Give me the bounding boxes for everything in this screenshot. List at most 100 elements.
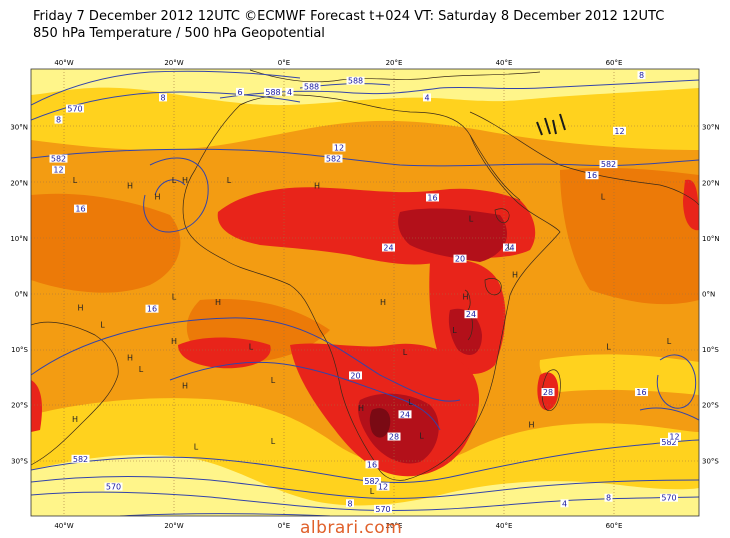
low-marker: L <box>271 376 276 385</box>
red-sea-coastline <box>469 134 521 201</box>
contour-label-box <box>54 115 63 124</box>
cool-band-south-east <box>539 354 699 395</box>
contour-label: 582 <box>326 155 341 164</box>
contour-label: 20 <box>455 255 465 264</box>
y-ticks-left: 30°N 20°N 10°N 0°N 10°S 20°S 30°S <box>10 124 28 466</box>
contour-label: 28 <box>543 388 553 397</box>
low-marker: L <box>172 176 177 185</box>
high-marker: H <box>358 404 364 413</box>
contour-label-box <box>374 504 392 513</box>
contour-label-box <box>346 499 354 508</box>
contour-label: 12 <box>614 127 624 136</box>
x-tick-label-top: 0°E <box>278 59 290 67</box>
contour-label: 570 <box>106 483 121 492</box>
contour-label-box <box>302 82 321 91</box>
y-tick-label-left: 30°S <box>11 457 28 465</box>
high-marker: H <box>154 192 160 201</box>
high-marker: H <box>314 181 320 190</box>
x-ticks-top: 40°W 20°W 0°E 20°E 40°E 60°E <box>54 59 622 67</box>
low-marker: L <box>139 365 144 374</box>
high-marker: H <box>462 293 468 302</box>
contour-label-box <box>637 71 646 80</box>
contour-label-box <box>668 432 681 441</box>
contour-label-box <box>324 154 343 163</box>
contour-label-box <box>426 193 439 202</box>
contour-592-south <box>169 361 441 431</box>
contour-label: 570 <box>67 105 82 114</box>
contour-label-box <box>660 438 678 447</box>
low-marker: L <box>601 192 606 201</box>
title-line-1: Friday 7 December 2012 12UTC ©ECMWF Fore… <box>33 9 665 24</box>
contour-label: 12 <box>53 166 63 175</box>
contour-label-box <box>599 160 618 169</box>
contour-label-box <box>398 410 412 419</box>
contour-label: 16 <box>147 305 157 314</box>
low-marker: L <box>507 243 512 252</box>
contour-label: 4 <box>424 93 429 102</box>
low-marker: L <box>469 215 474 224</box>
low-marker: L <box>403 348 408 357</box>
warm-zone-west <box>31 193 181 293</box>
high-marker: H <box>512 270 518 279</box>
high-marker: H <box>215 298 221 307</box>
contour-label: 24 <box>504 244 514 253</box>
contour-label: 24 <box>383 244 393 253</box>
title-line-2: 850 hPa Temperature / 500 hPa Geopotenti… <box>33 26 325 41</box>
low-marker: L <box>419 432 424 441</box>
contour-label-box <box>365 460 379 469</box>
contour-label-box <box>236 87 244 96</box>
contour-label-box <box>613 126 626 135</box>
x-tick-label-bottom: 20°E <box>386 522 403 530</box>
high-marker: H <box>127 354 133 363</box>
low-marker: L <box>194 443 199 452</box>
contour-label-box <box>453 254 467 263</box>
x-tick-label-top: 20°W <box>164 59 183 67</box>
contour-label-box <box>332 143 346 152</box>
contour-label: 28 <box>389 433 399 442</box>
hot-zone-southwest <box>178 337 271 369</box>
y-tick-label-left: 20°N <box>10 179 28 187</box>
low-marker: L <box>227 176 232 185</box>
contour-label-box <box>285 87 294 96</box>
contour-582-south <box>31 439 699 483</box>
low-marker: L <box>100 320 105 329</box>
contour-label: 16 <box>75 205 85 214</box>
contour-label-box <box>560 499 569 508</box>
cold-band-south <box>31 454 699 516</box>
contour-label: 582 <box>661 438 676 447</box>
y-tick-label-right: 10°S <box>702 346 719 354</box>
hot-zone-far-west <box>31 380 42 432</box>
low-marker: L <box>172 293 177 302</box>
low-marker: L <box>667 337 672 346</box>
contour-label: 6 <box>237 88 242 97</box>
contour-label-box <box>464 310 478 319</box>
contour-label: 582 <box>601 160 616 169</box>
contour-label-box <box>635 388 648 397</box>
contour-label: 12 <box>378 483 388 492</box>
high-marker: H <box>77 304 83 313</box>
low-marker: L <box>73 176 78 185</box>
x-tick-label-bottom: 20°W <box>164 522 183 530</box>
contour-label: 12 <box>669 433 679 442</box>
contour-label: 582 <box>73 455 88 464</box>
high-marker: H <box>528 420 534 429</box>
contour-label: 8 <box>56 116 61 125</box>
y-tick-label-right: 30°N <box>702 124 720 132</box>
hot-core-east <box>448 308 482 355</box>
x-tick-label-bottom: 60°E <box>606 522 623 530</box>
contour-label-box <box>349 371 362 380</box>
low-marker: L <box>606 343 611 352</box>
contour-label: 8 <box>347 499 352 508</box>
contour-label: 12 <box>334 143 344 152</box>
high-marker: H <box>380 298 386 307</box>
contour-mid-south <box>31 317 461 402</box>
low-marker: L <box>452 326 457 335</box>
warm-zone-east <box>560 167 699 305</box>
y-tick-label-left: 0°N <box>15 291 28 299</box>
contour-label-box <box>159 93 167 102</box>
contour-label: 4 <box>562 499 567 508</box>
y-tick-label-right: 20°S <box>702 402 719 410</box>
contour-label-box <box>541 388 555 397</box>
contour-label-box <box>376 482 390 491</box>
